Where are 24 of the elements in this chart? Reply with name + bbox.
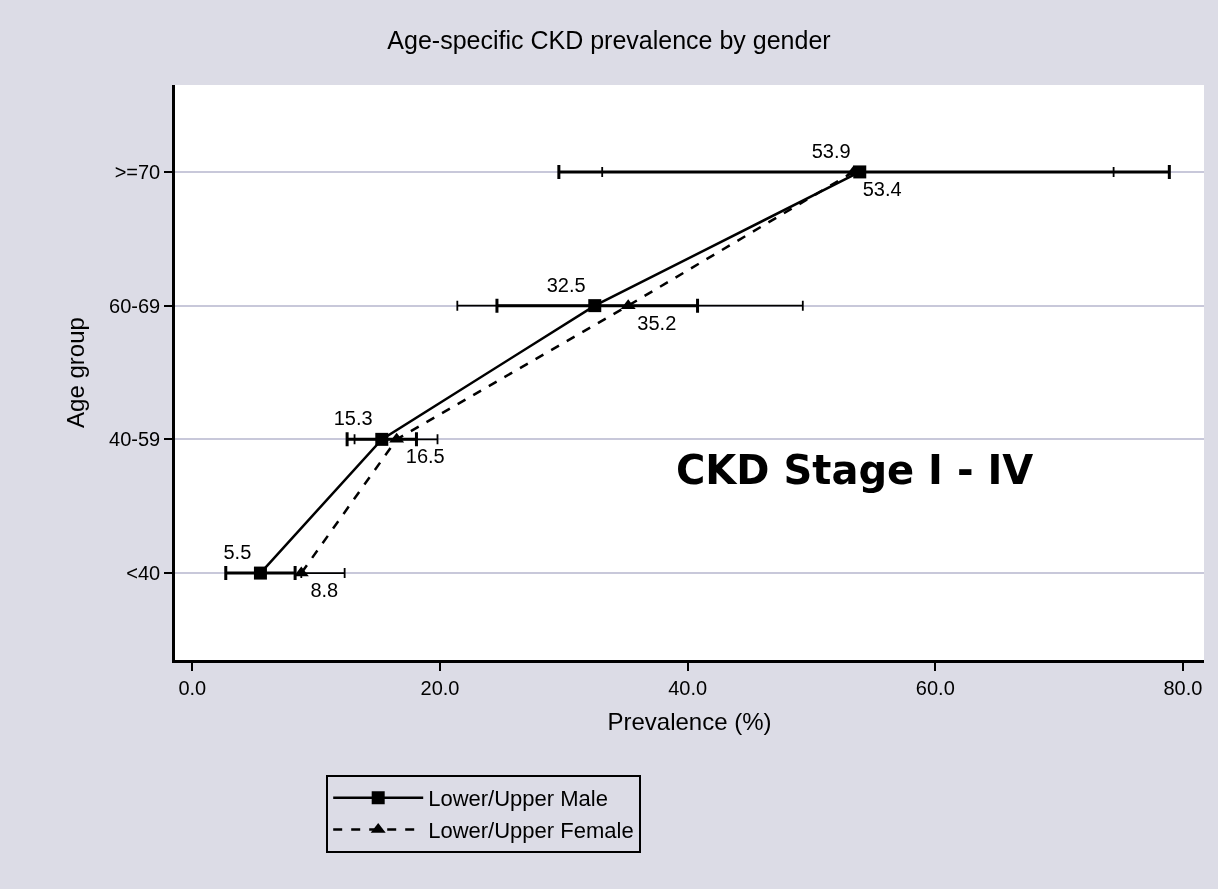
annotation: CKD Stage I - IV	[676, 447, 1034, 493]
y-axis-title: Age group	[62, 317, 90, 428]
data-label: 53.4	[862, 178, 902, 201]
data-label: 15.3	[333, 407, 373, 430]
data-label: 16.5	[405, 445, 445, 468]
data-label: 32.5	[546, 273, 586, 296]
x-tick-label: 80.0	[1163, 676, 1203, 699]
data-label: 8.8	[310, 579, 339, 602]
y-tick-label: <40	[126, 562, 161, 585]
x-tick-label: 60.0	[915, 676, 955, 699]
y-tick-label: 60-69	[109, 294, 161, 317]
data-label: 35.2	[637, 311, 677, 334]
y-tick-label: >=70	[114, 160, 161, 183]
legend-label: Lower/Upper Male	[428, 786, 608, 812]
data-label: 5.5	[223, 540, 252, 563]
legend-label: Lower/Upper Female	[428, 817, 634, 843]
chart-title: Age-specific CKD prevalence by gender	[387, 25, 831, 54]
x-tick-label: 0.0	[178, 676, 207, 699]
x-tick-label: 40.0	[668, 676, 708, 699]
data-label: 53.9	[811, 139, 851, 162]
x-tick-label: 20.0	[420, 676, 460, 699]
y-tick-label: 40-59	[109, 428, 161, 451]
x-axis-title: Prevalence (%)	[607, 708, 772, 736]
point	[253, 566, 267, 580]
